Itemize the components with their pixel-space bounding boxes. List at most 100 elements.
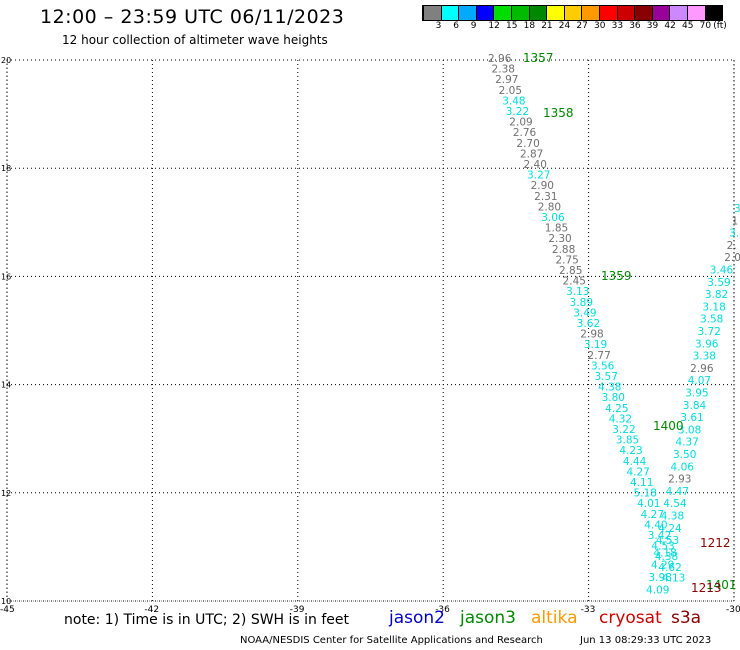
swh-value-label: 3.42 xyxy=(648,530,671,542)
swh-value-label: 4.32 xyxy=(609,413,632,425)
swh-value-label: 3.98 xyxy=(649,572,672,584)
swh-value-label: 2.05 xyxy=(499,85,522,97)
chart-title: 12:00 – 23:59 UTC 06/11/2023 xyxy=(40,6,345,28)
time-label: 1212 xyxy=(700,536,731,550)
color-swatch xyxy=(475,6,494,20)
color-scale-label: 3 xyxy=(435,21,442,31)
color-swatch xyxy=(581,6,599,20)
swh-value-label: 2.45 xyxy=(563,276,586,288)
swh-value-label: 2. xyxy=(727,240,737,252)
color-scale-label: 6 xyxy=(453,21,459,31)
swh-value-label: 3.95 xyxy=(685,388,708,400)
y-tick-label: 20 xyxy=(1,56,11,65)
swh-value-label: 4.06 xyxy=(671,461,695,473)
swh-value-label: 4.11 xyxy=(630,477,653,489)
color-scale-label: 70 xyxy=(699,21,712,31)
x-tick-label: -36 xyxy=(435,605,450,615)
swh-value-label: 2.87 xyxy=(520,148,543,160)
color-swatch xyxy=(704,6,723,20)
color-swatch xyxy=(634,6,652,20)
x-tick-label: -30 xyxy=(726,605,740,615)
swh-value-label: 4.27 xyxy=(641,509,664,521)
color-scale-label: (ft) xyxy=(713,21,727,31)
swh-value-label: 2.85 xyxy=(559,265,582,277)
color-swatch xyxy=(423,6,441,20)
swh-value-label: 2.93 xyxy=(668,474,691,486)
swh-value-label: 4.27 xyxy=(626,466,649,478)
satellite-legend-jason2: jason2 xyxy=(389,608,445,628)
swh-value-label: 4.53 xyxy=(656,535,679,547)
color-swatch xyxy=(686,6,705,20)
time-label: 1213 xyxy=(691,581,722,595)
swh-value-label: 3.59 xyxy=(707,277,730,289)
swh-value-label: 2.80 xyxy=(538,201,561,213)
swh-value-label: 4.09 xyxy=(646,584,669,596)
swh-value-label: 2.88 xyxy=(552,244,575,256)
swh-value-label: 3.80 xyxy=(602,392,625,404)
color-scale-label: 24 xyxy=(558,21,571,31)
color-scale-label: 33 xyxy=(611,21,624,31)
time-label: 1401 xyxy=(706,578,737,592)
x-tick-label: -39 xyxy=(290,605,305,615)
swh-value-label: 3.49 xyxy=(573,307,596,319)
satellite-legend-altika: altika xyxy=(531,608,578,628)
swh-value-label: 1 xyxy=(732,215,739,227)
swh-value-label: 1.85 xyxy=(545,223,568,235)
swh-value-label: 4.54 xyxy=(663,498,687,510)
swh-value-label: 4.38 xyxy=(661,511,684,523)
swh-value-label: 3.84 xyxy=(683,400,707,412)
color-swatch xyxy=(528,6,547,20)
swh-value-label: 4.44 xyxy=(623,456,647,468)
color-swatch xyxy=(563,6,582,20)
swh-value-label: 2.98 xyxy=(580,329,603,341)
swh-value-label: 3.89 xyxy=(570,297,593,309)
swh-value-label: 2.76 xyxy=(513,127,537,139)
swh-value-label: 4.23 xyxy=(619,445,642,457)
swh-value-label: 2.75 xyxy=(555,254,578,266)
swh-value-label: 2.70 xyxy=(516,138,539,150)
swh-value-label: 3.22 xyxy=(506,106,529,118)
swh-value-label: 3.82 xyxy=(705,289,728,301)
time-label: 1358 xyxy=(543,106,574,120)
swh-value-label: 2.31 xyxy=(534,191,557,203)
x-tick-label: -42 xyxy=(144,605,159,615)
swh-value-label: 3.56 xyxy=(591,360,615,372)
color-scale-label: 27 xyxy=(576,21,588,31)
swh-value-label: 4.62 xyxy=(658,562,681,574)
color-swatch xyxy=(546,6,564,20)
color-scale-label: 42 xyxy=(664,21,676,31)
plot-frame xyxy=(6,59,735,602)
swh-value-label: 3.58 xyxy=(700,314,723,326)
color-swatch xyxy=(493,6,511,20)
footer-timestamp: Jun 13 08:29:33 UTC 2023 xyxy=(580,635,712,646)
color-swatch xyxy=(616,6,635,20)
color-swatch xyxy=(651,6,670,20)
chart-subtitle: 12 hour collection of altimeter wave hei… xyxy=(62,33,328,47)
y-tick-label: 10 xyxy=(1,597,11,606)
footnote: note: 1) Time is in UTC; 2) SWH is in fe… xyxy=(64,612,350,628)
color-scale-label: 39 xyxy=(646,21,659,31)
swh-value-label: 2.96 xyxy=(690,363,714,375)
color-swatch xyxy=(510,6,529,20)
y-tick-label: 14 xyxy=(1,381,11,390)
swh-value-label: 3.62 xyxy=(577,318,600,330)
color-scale-label: 15 xyxy=(506,21,518,31)
swh-value-label: 3.50 xyxy=(673,449,696,461)
swh-value-label: 2.90 xyxy=(531,180,554,192)
swh-value-label: 4.38 xyxy=(598,382,621,394)
swh-value-label: 2.77 xyxy=(587,350,610,362)
swh-value-label: 3.48 xyxy=(502,95,525,107)
swh-value-label: 2.38 xyxy=(492,64,515,76)
swh-value-label: 5.18 xyxy=(634,488,657,500)
swh-value-label: 2.09 xyxy=(509,117,532,129)
swh-value-label: 4.01 xyxy=(637,498,660,510)
swh-value-label: 4.29 xyxy=(651,560,674,572)
swh-value-label: 4.40 xyxy=(644,519,667,531)
x-tick-label: -45 xyxy=(0,605,15,615)
swh-value-label: 4.13 xyxy=(662,572,685,584)
swh-value-label: 3.72 xyxy=(698,326,721,338)
swh-value-label: 2.40 xyxy=(524,159,547,171)
color-scale-label: 30 xyxy=(594,21,606,31)
swh-value-label: 3.13 xyxy=(566,286,589,298)
